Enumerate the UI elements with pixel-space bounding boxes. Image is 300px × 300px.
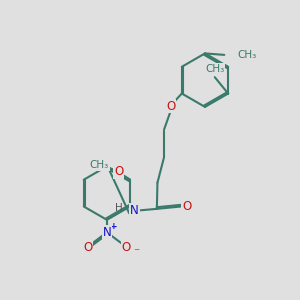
Text: O: O — [166, 100, 175, 112]
Text: H: H — [115, 203, 123, 213]
Text: N: N — [103, 226, 111, 239]
Text: N: N — [130, 204, 139, 217]
Text: ⁻: ⁻ — [134, 247, 140, 260]
Text: O: O — [114, 165, 123, 178]
Text: O: O — [83, 241, 92, 254]
Text: CH₃: CH₃ — [90, 160, 109, 170]
Text: O: O — [182, 200, 191, 213]
Text: CH₃: CH₃ — [205, 64, 224, 74]
Text: +: + — [110, 223, 118, 232]
Text: O: O — [122, 241, 131, 254]
Text: CH₃: CH₃ — [238, 50, 257, 60]
